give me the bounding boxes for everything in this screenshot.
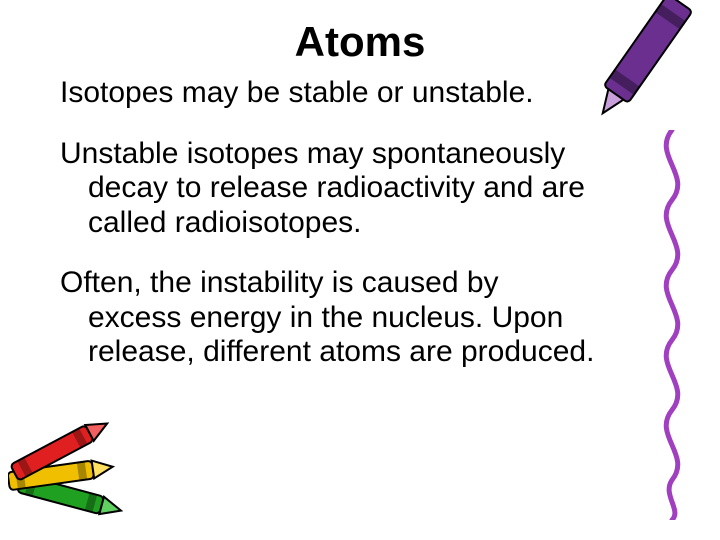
para2-rest: decay to release radioactivity and are c… [60, 171, 660, 240]
body-text: Isotopes may be stable or unstable. Unst… [60, 76, 660, 370]
crayon-green-tip [99, 497, 123, 520]
crayon-yellow-body [8, 461, 94, 491]
crayons-icon [8, 402, 148, 532]
paragraph-1: Isotopes may be stable or unstable. [60, 76, 660, 111]
crayon-band [17, 457, 33, 477]
crayon-band [72, 428, 88, 448]
crayon-band [15, 470, 25, 489]
para1-line1: Isotopes may be stable or unstable. [60, 76, 534, 109]
para3-rest: excess energy in the nucleus. Upon relea… [60, 301, 660, 370]
crayon-green-body [17, 475, 104, 514]
para3-line1: Often, the instability is caused by [60, 266, 499, 299]
crayon-red-tip [85, 416, 111, 441]
crayon-red-body [10, 425, 94, 481]
crayon-yellow-tip [92, 458, 114, 479]
crayon-band [85, 493, 97, 512]
slide: Atoms Isotopes may be stable or unstable… [0, 0, 720, 540]
paragraph-2: Unstable isotopes may spontaneously deca… [60, 137, 660, 241]
slide-title: Atoms [60, 18, 660, 66]
para2-line1: Unstable isotopes may spontaneously [60, 137, 565, 170]
crayon-band [25, 477, 37, 496]
paragraph-3: Often, the instability is caused by exce… [60, 266, 660, 370]
squiggle-path [666, 130, 678, 520]
crayon-band [77, 462, 87, 481]
